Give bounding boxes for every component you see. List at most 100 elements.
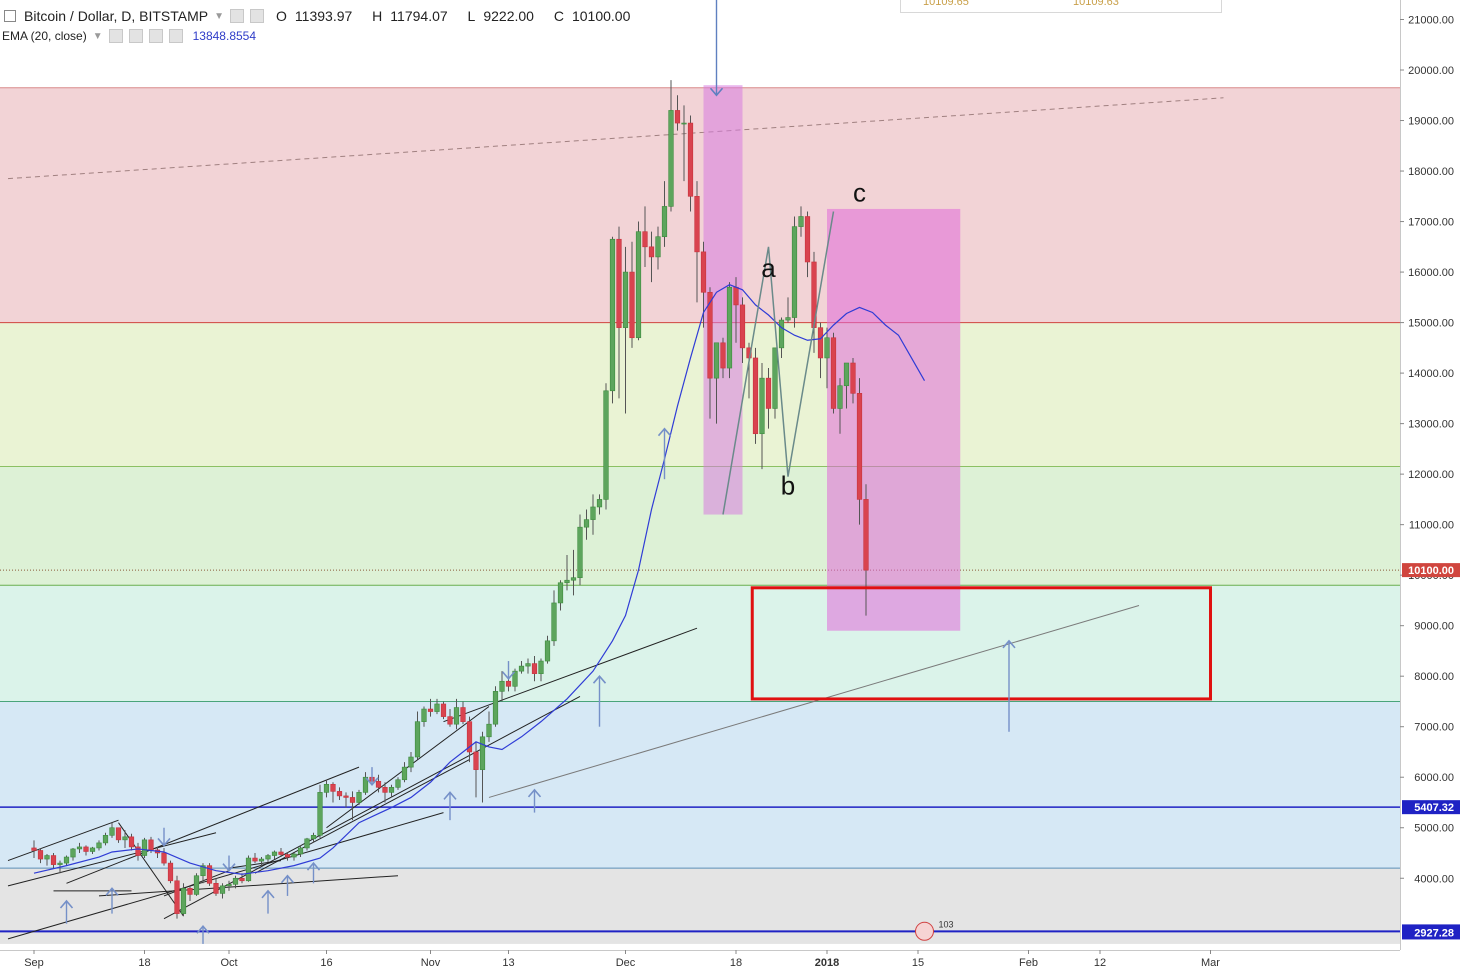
arrow-head	[222, 863, 236, 872]
candle	[284, 854, 291, 858]
candle	[57, 862, 63, 865]
more-icon[interactable]	[168, 29, 183, 43]
time-tick-label: Dec	[616, 957, 636, 969]
candle	[655, 236, 661, 258]
candle	[473, 751, 479, 770]
settings-icon[interactable]	[250, 9, 265, 23]
chart-legend: Bitcoin / Dollar, D, BITSTAMP ▼ O 11393.9…	[0, 6, 646, 46]
candle	[50, 855, 57, 865]
candle	[785, 317, 791, 321]
price-tick-label: 17000.00	[1408, 217, 1454, 229]
candle	[193, 875, 200, 895]
candle	[128, 836, 135, 848]
plot-area: a b c 103	[0, 0, 1400, 944]
ohlc-values: O 11393.97 H 11794.07 L 9222.00 C 10100.00	[276, 8, 646, 24]
candle	[167, 862, 174, 882]
eye-icon[interactable]	[230, 9, 245, 23]
time-axis	[0, 950, 1464, 971]
candle	[278, 851, 284, 855]
candle	[603, 390, 609, 500]
candle	[395, 779, 401, 788]
arrow-head	[443, 791, 457, 800]
arrow-head	[306, 861, 321, 871]
candle	[102, 835, 109, 844]
candle	[648, 246, 655, 258]
candle	[681, 122, 687, 125]
candle	[83, 846, 89, 852]
collapse-icon[interactable]	[4, 10, 16, 22]
candle	[453, 707, 460, 725]
price-tick-label: 5000.00	[1414, 823, 1454, 835]
candle	[148, 839, 154, 851]
candle	[616, 238, 622, 328]
candle	[434, 703, 440, 712]
projection-rect	[827, 208, 961, 631]
candle	[226, 884, 232, 887]
symbol-title[interactable]: Bitcoin / Dollar, D, BITSTAMP	[24, 8, 209, 24]
candle	[499, 680, 505, 692]
arrow-head	[1002, 639, 1016, 649]
candle	[830, 337, 837, 409]
candle	[642, 231, 648, 248]
candle	[577, 526, 583, 578]
candle	[583, 519, 590, 528]
trend-line	[443, 627, 698, 723]
candle	[759, 377, 765, 435]
chevron-down-icon[interactable]: ▼	[92, 30, 103, 42]
chevron-down-icon[interactable]: ▼	[214, 10, 225, 22]
candle	[122, 836, 128, 841]
price-tick-label: 12000.00	[1408, 469, 1454, 481]
candle	[401, 766, 408, 781]
candle	[245, 857, 252, 882]
zone-band	[0, 322, 1400, 467]
time-tick-label: Oct	[220, 957, 237, 969]
candle	[739, 304, 746, 349]
candle	[135, 846, 141, 856]
candle	[440, 703, 447, 717]
candle	[460, 707, 466, 722]
candle	[668, 110, 674, 207]
candle	[362, 776, 369, 793]
ema-label[interactable]: EMA (20, close)	[2, 29, 87, 43]
arrow-head	[365, 777, 379, 787]
arrow-head	[280, 874, 295, 884]
candle	[37, 850, 44, 860]
candle	[798, 216, 804, 227]
candle	[375, 780, 382, 788]
candle	[141, 839, 148, 856]
candle	[89, 847, 96, 852]
candle	[726, 286, 733, 369]
candle	[765, 377, 772, 409]
candle	[850, 362, 856, 394]
zone-band	[0, 585, 1400, 702]
price-tick-label: 15000.00	[1408, 318, 1454, 330]
eye-icon[interactable]	[108, 29, 123, 43]
candle	[63, 856, 70, 864]
zone-band	[0, 701, 1400, 869]
top-widget[interactable]: 10109.65 10109.63	[900, 0, 1222, 13]
price-badge	[1402, 925, 1460, 940]
add-icon[interactable]	[148, 29, 163, 43]
price-tick-label: 19000.00	[1408, 116, 1454, 128]
trend-line	[7, 832, 217, 887]
candle	[161, 852, 167, 864]
candle	[336, 791, 343, 797]
candle	[200, 865, 206, 877]
wave-zigzag	[722, 211, 835, 515]
settings-icon[interactable]	[128, 29, 143, 43]
high-value: H 11794.07	[372, 8, 448, 24]
price-tick-label: 7000.00	[1414, 722, 1454, 734]
price-tick-label: 8000.00	[1414, 671, 1454, 683]
candle	[596, 499, 603, 508]
candle	[310, 835, 317, 840]
candle	[252, 857, 258, 862]
open-value: O 11393.97	[276, 8, 353, 24]
price-tick-label: 14000.00	[1408, 368, 1454, 380]
wave-label: b	[781, 470, 795, 500]
price-badge	[1402, 563, 1460, 578]
candle	[317, 792, 323, 836]
ema-row: EMA (20, close) ▼ 13848.8554	[0, 26, 646, 46]
candle	[824, 337, 830, 359]
